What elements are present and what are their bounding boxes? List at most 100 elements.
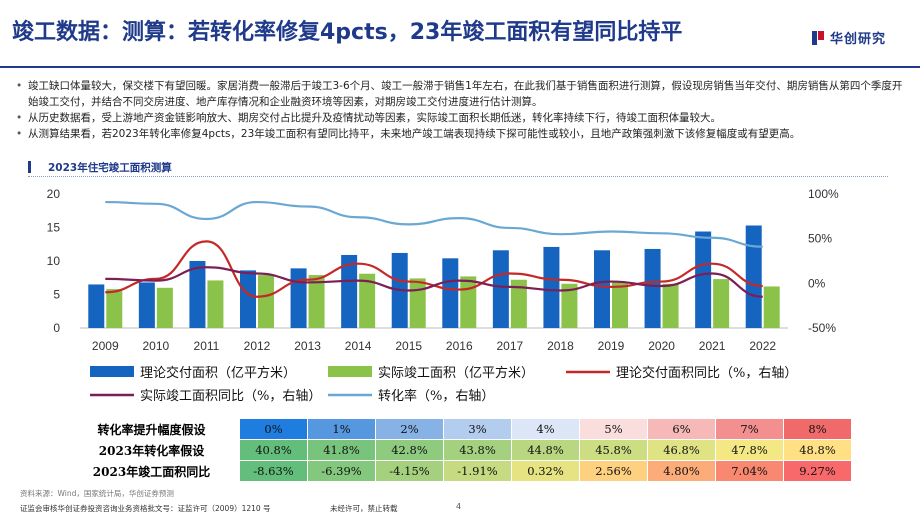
sensitivity-cell: 7% xyxy=(715,418,784,440)
x-tick-label: 2013 xyxy=(294,339,321,353)
bullet-item: 从历史数据看，受上游地产资金链影响放大、期房交付占比提升及疫情扰动等因素，实际竣… xyxy=(16,110,906,126)
sensitivity-cell: 0.32% xyxy=(511,460,580,482)
bar-theory-delivery xyxy=(695,231,712,328)
y-left-tick-label: 10 xyxy=(47,254,61,268)
sensitivity-cell: 9.27% xyxy=(783,460,852,482)
bar-actual-completion xyxy=(207,280,224,328)
sensitivity-row: 2023年转化率假设 40.8% 41.8% 42.8% 43.8% 44.8% 45.8%… xyxy=(63,439,852,461)
y-right-tick-label: 50% xyxy=(808,232,832,246)
bar-actual-completion xyxy=(460,276,477,328)
sensitivity-cell: 48.8% xyxy=(783,439,852,461)
x-tick-label: 2018 xyxy=(547,339,574,353)
sensitivity-cell: 4% xyxy=(511,418,580,440)
bar-actual-completion xyxy=(510,279,527,328)
x-tick-label: 2021 xyxy=(699,339,726,353)
bar-actual-completion xyxy=(258,275,274,328)
sensitivity-cell: -4.15% xyxy=(375,460,444,482)
bar-actual-completion xyxy=(561,283,578,328)
line-conversion-rate xyxy=(105,200,763,248)
page-number: 4 xyxy=(456,502,462,511)
page-title: 竣工数据：测算：若转化率修复4pcts，23年竣工面积有望同比持平 xyxy=(12,20,683,45)
sensitivity-cell: 6% xyxy=(647,418,716,440)
y-left-tick-label: 0 xyxy=(53,321,60,335)
bar-theory-delivery xyxy=(290,268,307,328)
line-theory-yoy xyxy=(105,240,763,298)
sensitivity-cell: 1% xyxy=(307,418,376,440)
x-tick-label: 2009 xyxy=(92,339,119,353)
bar-theory-delivery xyxy=(138,282,155,328)
x-tick-label: 2016 xyxy=(446,339,473,353)
bar-theory-delivery xyxy=(240,270,256,328)
sensitivity-cell: 42.8% xyxy=(375,439,444,461)
line-actual-yoy xyxy=(105,266,763,298)
sensitivity-cell: 47.8% xyxy=(715,439,784,461)
bar-theory-delivery xyxy=(189,261,206,328)
bar-theory-delivery xyxy=(745,225,762,328)
bullet-item: 从测算结果看，若2023年转化率修复4pcts，23年竣工面积有望同比持平，未来… xyxy=(16,126,906,142)
bar-theory-delivery xyxy=(644,248,661,328)
bar-actual-completion xyxy=(106,289,123,328)
title-divider xyxy=(0,66,920,68)
legend-swatch-theory xyxy=(90,366,134,377)
x-tick-label: 2012 xyxy=(244,339,271,353)
legend-swatch-actual xyxy=(328,366,372,377)
brand-logo-text: 华创研究 xyxy=(829,32,886,47)
sensitivity-cell: 0% xyxy=(239,418,308,440)
x-tick-label: 2020 xyxy=(648,339,675,353)
bar-actual-completion xyxy=(359,273,376,328)
x-tick-label: 2022 xyxy=(749,339,776,353)
sensitivity-cell: 7.04% xyxy=(715,460,784,482)
sensitivity-cell: -1.91% xyxy=(443,460,512,482)
chart-heading: 2023年住宅竣工面积测算 xyxy=(48,162,172,174)
bar-actual-completion xyxy=(763,286,780,328)
brand-logo-icon xyxy=(810,30,826,46)
x-tick-label: 2010 xyxy=(143,339,170,353)
sensitivity-row: 2023年竣工面积同比 -8.63% -6.39% -4.15% -1.91% 0.32%… xyxy=(63,460,852,482)
sensitivity-cell: 3% xyxy=(443,418,512,440)
sensitivity-row: 转化率提升幅度假设 0% 1% 2% 3% 4% 5% 6% 7% 8% xyxy=(63,418,852,440)
sensitivity-cell: -6.39% xyxy=(307,460,376,482)
y-left-tick-label: 20 xyxy=(47,187,61,201)
sensitivity-cell: 44.8% xyxy=(511,439,580,461)
bar-theory-delivery xyxy=(492,250,509,328)
sensitivity-cell: 43.8% xyxy=(443,439,512,461)
sensitivity-cell: 2.56% xyxy=(579,460,648,482)
legend-label: 理论交付面积（亿平方米） xyxy=(140,365,296,381)
bar-theory-delivery xyxy=(88,284,105,328)
legend-label: 实际竣工面积（亿平方米） xyxy=(378,365,534,381)
bar-actual-completion xyxy=(156,287,173,328)
sensitivity-cell: -8.63% xyxy=(239,460,308,482)
bar-theory-delivery xyxy=(341,254,358,328)
footer-disclaimer: 证监会审核华创证券投资咨询业务资格批文号：证监许可（2009）1210 号 xyxy=(20,504,271,513)
bar-actual-completion xyxy=(713,279,730,328)
bar-actual-completion xyxy=(662,283,679,328)
bullet-list: 竣工缺口体量较大，保交楼下有望回暖。家居消费一般滞后于竣工3-6个月、竣工一般滞… xyxy=(16,78,906,142)
bullet-item: 竣工缺口体量较大，保交楼下有望回暖。家居消费一般滞后于竣工3-6个月、竣工一般滞… xyxy=(16,78,906,110)
bar-actual-completion xyxy=(308,275,325,328)
sensitivity-row-header: 2023年竣工面积同比 xyxy=(63,460,240,482)
legend-label: 实际竣工面积同比（%，右轴） xyxy=(140,389,321,404)
source-note: 资料来源：Wind，国家统计局，华创证券预测 xyxy=(20,489,174,498)
x-tick-label: 2019 xyxy=(598,339,625,353)
sensitivity-row-header: 转化率提升幅度假设 xyxy=(63,418,240,440)
sensitivity-table: 转化率提升幅度假设 0% 1% 2% 3% 4% 5% 6% 7% 8% 2023年转化率假设 40.… xyxy=(63,418,852,482)
combo-chart: 0 5 10 15 20 -50% 0% 50% 100% 2009 2010 2011 2012 201… xyxy=(47,187,839,404)
bar-theory-delivery xyxy=(594,250,610,328)
y-right-tick-label: -50% xyxy=(808,321,836,335)
x-tick-label: 2015 xyxy=(395,339,422,353)
y-left-tick-label: 15 xyxy=(47,221,61,235)
bar-actual-completion xyxy=(612,282,628,328)
y-left-tick-label: 5 xyxy=(53,288,60,302)
legend-label: 理论交付面积同比（%，右轴） xyxy=(616,365,797,381)
sensitivity-cell: 4.80% xyxy=(647,460,716,482)
x-tick-label: 2017 xyxy=(497,339,524,353)
chart-heading-divider xyxy=(28,176,888,177)
sensitivity-cell: 2% xyxy=(375,418,444,440)
sensitivity-cell: 46.8% xyxy=(647,439,716,461)
sensitivity-cell: 8% xyxy=(783,418,852,440)
bar-theory-delivery xyxy=(543,246,560,328)
x-tick-label: 2014 xyxy=(345,339,372,353)
footer-copyright: 未经许可，禁止转载 xyxy=(330,504,398,513)
y-right-tick-label: 0% xyxy=(808,276,826,290)
sensitivity-cell: 45.8% xyxy=(579,439,648,461)
